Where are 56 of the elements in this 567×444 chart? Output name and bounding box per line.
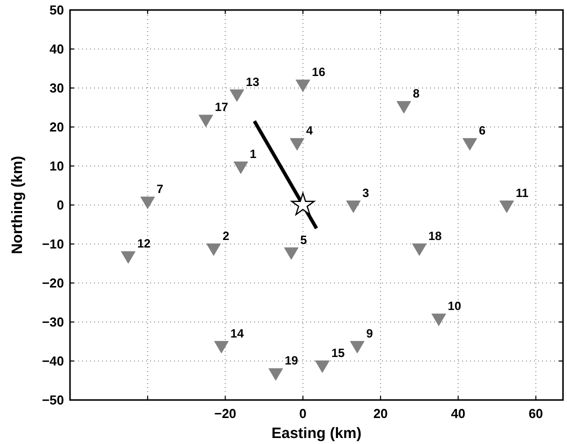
point [499, 200, 514, 213]
annotation: 2 [222, 228, 230, 243]
point [432, 314, 446, 326]
y-tick-label: −40 [42, 354, 64, 368]
point [230, 89, 244, 102]
y-tick-label: −50 [42, 392, 64, 408]
annotation: 19 [284, 354, 298, 368]
y-tick-label: 50 [50, 2, 64, 18]
point [214, 340, 229, 354]
point [350, 340, 365, 354]
x-tick-label: 0 [299, 406, 307, 421]
x-tick-label: −20 [214, 406, 236, 421]
y-axis-title: Northing (km) [9, 156, 26, 254]
x-tick-label: 60 [528, 406, 544, 421]
point [234, 162, 248, 174]
annotation: 17 [214, 100, 229, 114]
point [296, 80, 310, 92]
x-axis-title: Easting (km) [271, 425, 362, 442]
x-tick-label: 20 [373, 406, 388, 421]
annotation: 10 [448, 299, 462, 314]
y-tick-label: 0 [56, 198, 64, 212]
annotation: 15 [331, 346, 345, 360]
annotation: 11 [516, 186, 529, 200]
point [206, 243, 221, 256]
annotation: 9 [366, 326, 374, 340]
annotation: 6 [478, 124, 486, 138]
y-tick-label: 20 [50, 120, 64, 134]
point [268, 368, 283, 381]
point [140, 196, 155, 210]
annotation: 3 [362, 186, 370, 200]
annotation: 13 [246, 74, 260, 89]
point [315, 360, 330, 373]
y-tick-label: −10 [42, 236, 64, 252]
point [284, 247, 299, 260]
annotation: 1 [250, 147, 257, 161]
annotation: 8 [412, 86, 420, 101]
annotation: 4 [306, 124, 314, 138]
y-tick-label: 30 [50, 80, 64, 96]
y-tick-label: 10 [50, 158, 64, 174]
point [198, 114, 214, 128]
point [412, 243, 427, 256]
annotation: 14 [230, 326, 244, 340]
annotation: 12 [137, 236, 151, 251]
annotation: 5 [300, 232, 308, 247]
point [290, 138, 304, 151]
point [346, 200, 361, 213]
x-tick-label: 40 [450, 406, 466, 421]
point [396, 101, 412, 114]
y-tick-label: −20 [42, 276, 64, 290]
y-tick-label: −30 [42, 314, 64, 330]
annotation: 7 [156, 182, 164, 196]
y-tick-label: 40 [50, 42, 64, 56]
annotation: 16 [312, 65, 326, 80]
point [120, 251, 136, 264]
annotation: 18 [428, 228, 442, 243]
point [462, 138, 478, 151]
